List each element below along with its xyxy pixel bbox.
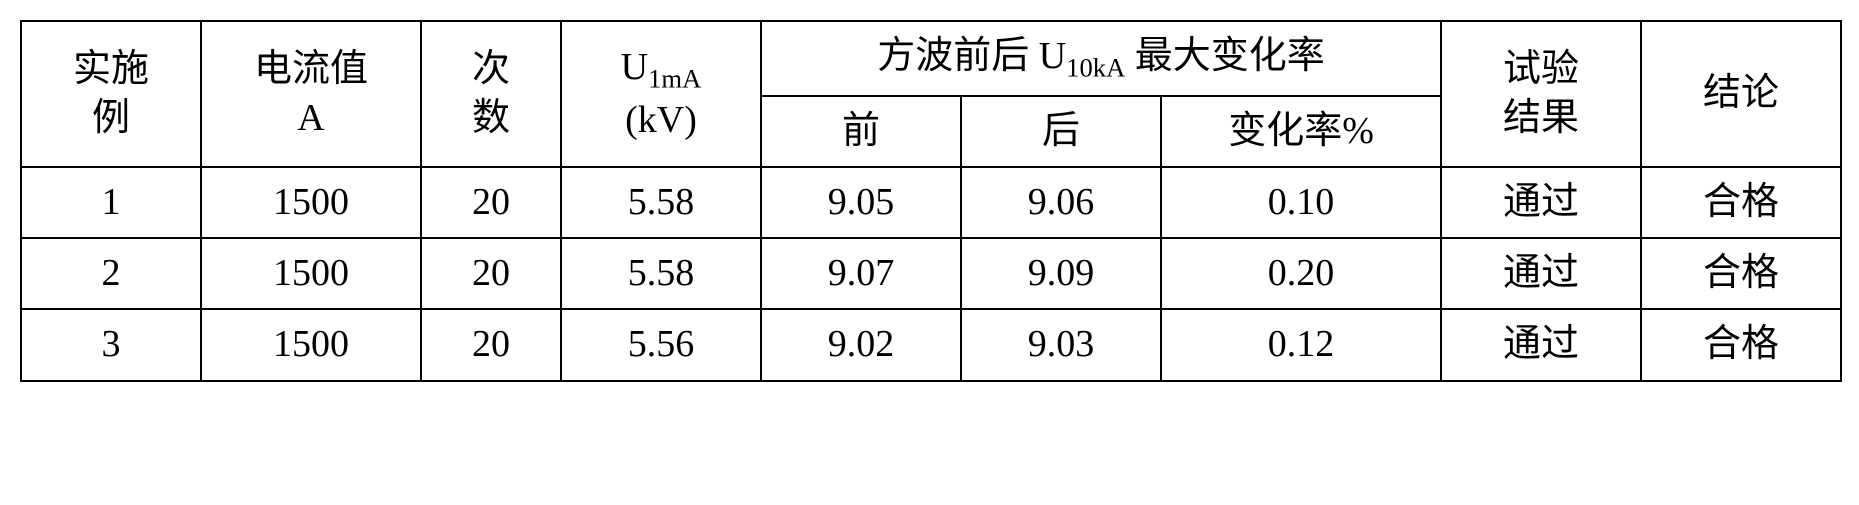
header-example-l2: 例 — [92, 97, 130, 139]
cell-before: 9.05 — [761, 167, 961, 238]
header-u1ma-prefix: U — [621, 46, 648, 88]
cell-result: 通过 — [1441, 309, 1641, 380]
header-example-l1: 实施 — [73, 48, 149, 90]
cell-change: 0.12 — [1161, 309, 1441, 380]
cell-before: 9.07 — [761, 238, 961, 309]
cell-after: 9.06 — [961, 167, 1161, 238]
header-change-rate: 变化率% — [1161, 96, 1441, 167]
cell-change: 0.10 — [1161, 167, 1441, 238]
header-span-prefix: 方波前后 U — [877, 35, 1066, 77]
header-span-sub: 10kA — [1066, 53, 1125, 83]
header-after: 后 — [961, 96, 1161, 167]
cell-conclusion: 合格 — [1641, 309, 1841, 380]
table-row: 3 1500 20 5.56 9.02 9.03 0.12 通过 合格 — [21, 309, 1841, 380]
cell-count: 20 — [421, 167, 561, 238]
header-conclusion-label: 结论 — [1703, 72, 1779, 114]
cell-conclusion: 合格 — [1641, 238, 1841, 309]
cell-result: 通过 — [1441, 167, 1641, 238]
cell-u1ma: 5.58 — [561, 238, 761, 309]
cell-example: 2 — [21, 238, 201, 309]
cell-current: 1500 — [201, 309, 421, 380]
header-u1ma: U1mA (kV) — [561, 21, 761, 167]
cell-count: 20 — [421, 309, 561, 380]
header-count-l2: 数 — [472, 97, 510, 139]
header-u1ma-l2: (kV) — [625, 99, 697, 141]
table-row: 2 1500 20 5.58 9.07 9.09 0.20 通过 合格 — [21, 238, 1841, 309]
header-span-u10ka: 方波前后 U10kA 最大变化率 — [761, 21, 1441, 96]
header-current: 电流值 A — [201, 21, 421, 167]
cell-conclusion: 合格 — [1641, 167, 1841, 238]
cell-count: 20 — [421, 238, 561, 309]
header-count-l1: 次 — [472, 48, 510, 90]
cell-current: 1500 — [201, 238, 421, 309]
header-conclusion: 结论 — [1641, 21, 1841, 167]
header-result: 试验 结果 — [1441, 21, 1641, 167]
table-row: 1 1500 20 5.58 9.05 9.06 0.10 通过 合格 — [21, 167, 1841, 238]
cell-result: 通过 — [1441, 238, 1641, 309]
cell-u1ma: 5.58 — [561, 167, 761, 238]
header-result-l1: 试验 — [1503, 48, 1579, 90]
data-table: 实施 例 电流值 A 次 数 U1mA (kV) 方波前后 U10kA 最大变化… — [20, 20, 1842, 382]
header-current-l1: 电流值 — [254, 48, 368, 90]
header-result-l2: 结果 — [1503, 97, 1579, 139]
cell-example: 3 — [21, 309, 201, 380]
header-count: 次 数 — [421, 21, 561, 167]
header-u1ma-sub: 1mA — [648, 63, 701, 93]
cell-current: 1500 — [201, 167, 421, 238]
header-example: 实施 例 — [21, 21, 201, 167]
cell-example: 1 — [21, 167, 201, 238]
cell-after: 9.09 — [961, 238, 1161, 309]
cell-u1ma: 5.56 — [561, 309, 761, 380]
header-row-1: 实施 例 电流值 A 次 数 U1mA (kV) 方波前后 U10kA 最大变化… — [21, 21, 1841, 96]
cell-after: 9.03 — [961, 309, 1161, 380]
cell-change: 0.20 — [1161, 238, 1441, 309]
cell-before: 9.02 — [761, 309, 961, 380]
header-before: 前 — [761, 96, 961, 167]
header-current-l2: A — [297, 97, 324, 139]
header-span-suffix: 最大变化率 — [1125, 35, 1325, 77]
